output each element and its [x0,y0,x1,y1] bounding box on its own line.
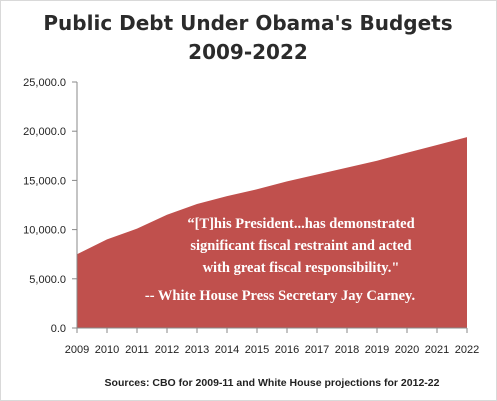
quote-attribution: -- White House Press Secretary Jay Carne… [145,288,415,304]
plot-area [76,137,468,328]
x-tick-label: 2020 [395,344,419,356]
y-tick-label: 20,000.0 [23,126,66,138]
x-tick-label: 2009 [65,344,89,356]
x-tick-label: 2018 [335,344,359,356]
chart-subtitle: 2009-2022 [188,40,308,64]
quote-line-3: with great fiscal responsibility." [203,260,400,276]
quote-line-2: significant fiscal restraint and acted [190,238,411,254]
axes [72,81,468,333]
x-tick-label: 2014 [215,344,239,356]
y-tick-label: 15,000.0 [23,175,66,187]
quote-line-1: “[T]his President...has demonstrated [187,216,414,232]
x-tick-label: 2021 [425,344,449,356]
x-tick-label: 2022 [455,344,479,356]
x-tick-label: 2016 [275,344,299,356]
chart-title: Public Debt Under Obama's Budgets [43,11,452,35]
y-tick-label: 5,000.0 [29,274,66,286]
y-tick-label: 10,000.0 [23,225,66,237]
x-tick-label: 2013 [185,344,209,356]
source-note: Sources: CBO for 2009-11 and White House… [105,377,440,389]
x-tick-label: 2010 [95,344,119,356]
x-tick-label: 2012 [155,344,179,356]
x-tick-label: 2011 [125,344,149,356]
x-tick-label: 2019 [365,344,389,356]
x-tick-label: 2015 [245,344,269,356]
y-tick-label: 0.0 [51,323,66,335]
x-tick-label: 2017 [305,344,329,356]
area-series-0 [77,137,467,328]
y-tick-label: 25,000.0 [23,77,66,89]
quote-annotation: “[T]his President...has demonstrated sig… [145,216,415,304]
tick-labels: 0.0 5,000.0 10,000.0 15,000.0 20,000.0 25,000… [23,77,479,356]
